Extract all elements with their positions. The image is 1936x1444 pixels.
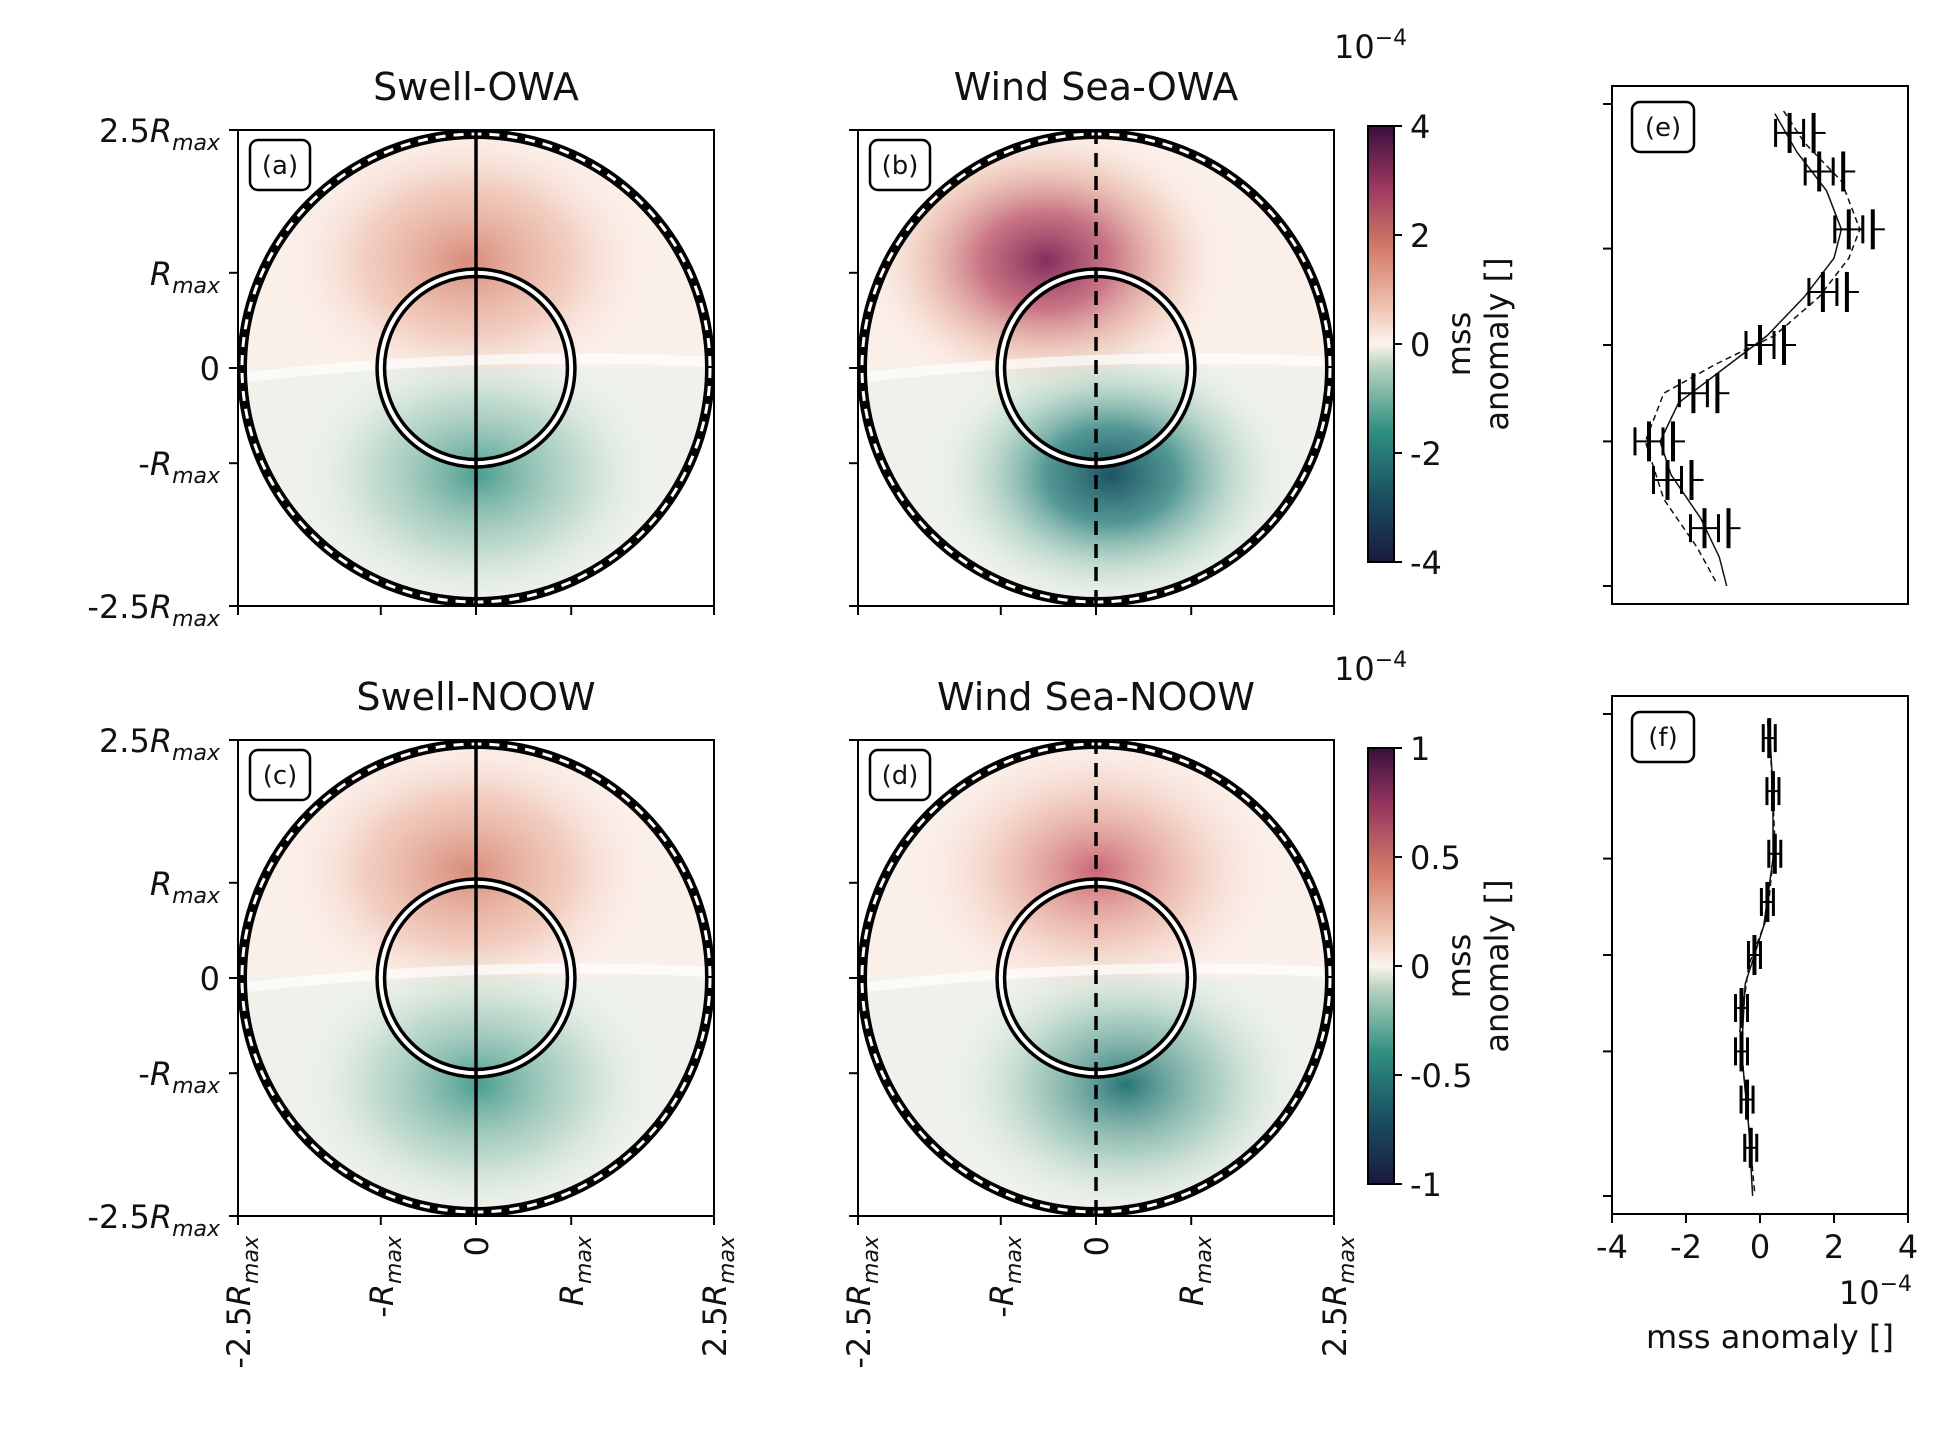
colorbar-tick-label: 1 [1410, 730, 1430, 768]
y-tick-label: -Rmax [138, 1055, 221, 1099]
panel-title: Wind Sea-NOOW [937, 675, 1255, 719]
colorbar-tick-label: 0.5 [1410, 839, 1461, 877]
colorbar-bottom: 1 0.5 0 -0.5 -1 10−4 mssanomaly [] [1334, 648, 1516, 1204]
panel-label: (e) [1645, 113, 1681, 143]
colorbar-ramp [1367, 125, 1395, 563]
x-tick-label: 0 [1750, 1228, 1770, 1266]
data-point [1765, 771, 1781, 812]
data-point [1774, 112, 1826, 153]
data-point [1652, 459, 1704, 500]
colorbar-tick-label: 2 [1410, 217, 1430, 255]
data-point [1739, 1079, 1755, 1120]
data-point [1734, 1031, 1749, 1072]
data-point [1689, 508, 1741, 549]
panel-label-box [868, 748, 932, 802]
data-point [1744, 325, 1796, 365]
data-point [1759, 881, 1775, 922]
x-tick-label: -2.5Rmax [220, 1235, 264, 1369]
panel-d: (d) Wind Sea-NOOW -2.5Rmax -Rmax 0 Rmax 2.5Rma… [840, 675, 1360, 1369]
colorbar-tick-label: -4 [1410, 544, 1442, 582]
panel-label-box [248, 748, 312, 802]
data-point [1767, 833, 1783, 874]
panel-f: (f) -4 -2 0 2 4 10−4 mss anomaly [] [1596, 695, 1918, 1356]
x-tick-label: -Rmax [983, 1235, 1027, 1318]
x-tick-label: Rmax [1173, 1235, 1217, 1306]
data-point [1734, 988, 1749, 1029]
colorbar-label: mssanomaly [] [1440, 879, 1516, 1052]
panel-label: (d) [882, 761, 919, 791]
x-tick-label: -4 [1596, 1228, 1628, 1266]
y-tick-label: -2.5Rmax [87, 1198, 221, 1242]
x-tick-label: 4 [1898, 1228, 1918, 1266]
panel-label: (f) [1648, 723, 1677, 753]
colorbar-tick-label: 4 [1410, 108, 1430, 146]
data-point [1633, 421, 1685, 462]
x-tick-label: 2.5Rmax [1316, 1235, 1360, 1357]
x-tick-label: Rmax [553, 1235, 597, 1306]
y-tick-label: Rmax [150, 865, 221, 909]
panel-label-box [1630, 710, 1696, 764]
y-tick-label: 2.5Rmax [99, 722, 221, 766]
x-tick-label: 2 [1824, 1228, 1844, 1266]
data-point [1677, 373, 1730, 414]
negative-anomaly [940, 947, 1312, 1216]
heatmap-field [858, 130, 1334, 606]
colorbar-top: 4 2 0 -2 -4 10−4 mssanomaly [] [1334, 26, 1516, 582]
panel-c: (c) Swell-NOOW 2.5Rmax Rmax 0 -Rmax -2.5Rmax-2… [87, 675, 740, 1369]
panel-label-box [248, 138, 312, 192]
negative-anomaly [925, 337, 1297, 606]
y-tick-label: -2.5Rmax [87, 588, 221, 632]
panel-a: (a) Swell-OWA 2.5Rmax Rmax 0 -Rmax -2.5Rmax [87, 65, 715, 632]
panel-label: (c) [263, 761, 298, 791]
panel-label: (a) [262, 151, 298, 181]
colorbar-tick-label: 0 [1410, 326, 1430, 364]
panel-label: (b) [882, 151, 919, 181]
x-tick-label: -2 [1670, 1228, 1702, 1266]
panel-title: Swell-OWA [373, 65, 579, 109]
y-tick-label: 2.5Rmax [99, 112, 221, 156]
colorbar-exponent: 10−4 [1334, 648, 1407, 688]
colorbar-exponent: 10−4 [1334, 26, 1407, 66]
colorbar-ramp [1367, 747, 1395, 1185]
panel-title: Swell-NOOW [356, 675, 595, 719]
y-tick-label: Rmax [150, 255, 221, 299]
y-tick-label: 0 [200, 960, 220, 998]
panel-b: (b) Wind Sea-OWA [849, 65, 1335, 615]
colorbar-tick-label: 0 [1410, 948, 1430, 986]
x-tick-label: 2.5Rmax [696, 1235, 740, 1357]
x-tick-label: 0 [458, 1236, 496, 1256]
data-point [1807, 271, 1859, 312]
data-point [1803, 151, 1856, 192]
data-point [1833, 209, 1885, 250]
colorbar-label: mssanomaly [] [1440, 257, 1516, 430]
panel-title: Wind Sea-OWA [954, 65, 1239, 109]
x-axis-label: mss anomaly [] [1646, 1318, 1894, 1356]
data-point [1746, 935, 1762, 975]
x-axis-exponent: 10−4 [1839, 1272, 1912, 1312]
positive-anomaly [860, 130, 1232, 399]
data-point [1743, 1127, 1759, 1168]
colorbar-tick-label: -2 [1410, 435, 1442, 473]
panel-label-box [1630, 100, 1696, 154]
x-tick-label: -Rmax [363, 1235, 407, 1318]
colorbar-tick-label: -0.5 [1410, 1057, 1472, 1095]
y-tick-label: -Rmax [138, 445, 221, 489]
y-tick-label: 0 [200, 350, 220, 388]
panel-e: (e) [1603, 85, 1909, 605]
panel-label-box [868, 138, 932, 192]
x-tick-label: -2.5Rmax [840, 1235, 884, 1369]
colorbar-tick-label: -1 [1410, 1166, 1442, 1204]
data-point [1761, 718, 1777, 759]
x-tick-label: 0 [1078, 1236, 1116, 1256]
